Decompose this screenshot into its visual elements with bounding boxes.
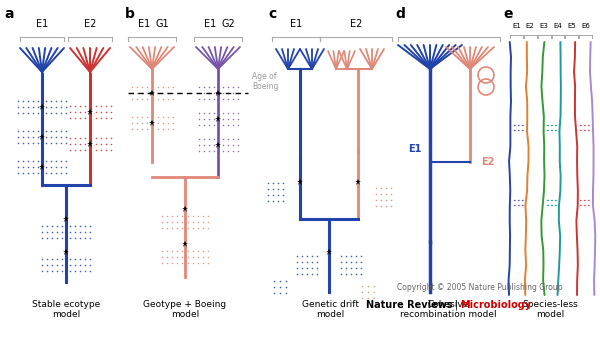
- Text: E2: E2: [481, 157, 494, 167]
- Text: Stable ecotype
model: Stable ecotype model: [32, 300, 100, 319]
- Text: |: |: [454, 300, 458, 310]
- Text: E1: E1: [290, 19, 302, 29]
- Text: e: e: [503, 7, 512, 21]
- Text: Microbiology: Microbiology: [460, 300, 531, 310]
- Text: a: a: [4, 7, 14, 21]
- Text: b: b: [125, 7, 135, 21]
- Text: E1: E1: [138, 19, 150, 29]
- Text: E1: E1: [512, 23, 521, 29]
- Text: Geotype + Boeing
model: Geotype + Boeing model: [143, 300, 227, 319]
- Text: c: c: [268, 7, 276, 21]
- Text: d: d: [395, 7, 405, 21]
- Text: E2: E2: [350, 19, 362, 29]
- Text: G1: G1: [155, 19, 169, 29]
- Text: G2: G2: [221, 19, 235, 29]
- Text: Species-less
model: Species-less model: [522, 300, 578, 319]
- Text: Cohesive
recombination model: Cohesive recombination model: [400, 300, 496, 319]
- Text: E1: E1: [36, 19, 48, 29]
- Text: E3: E3: [539, 23, 548, 29]
- Text: E5: E5: [568, 23, 576, 29]
- Text: E2: E2: [526, 23, 535, 29]
- Text: Genetic drift
model: Genetic drift model: [302, 300, 359, 319]
- Text: E1: E1: [409, 144, 422, 154]
- Text: Age of
Boeing: Age of Boeing: [252, 71, 278, 91]
- Text: E6: E6: [581, 23, 590, 29]
- Text: Copyright © 2005 Nature Publishing Group: Copyright © 2005 Nature Publishing Group: [397, 282, 563, 292]
- Text: E1: E1: [204, 19, 216, 29]
- Text: Nature Reviews: Nature Reviews: [365, 300, 452, 310]
- Text: E4: E4: [554, 23, 562, 29]
- Text: E2: E2: [84, 19, 96, 29]
